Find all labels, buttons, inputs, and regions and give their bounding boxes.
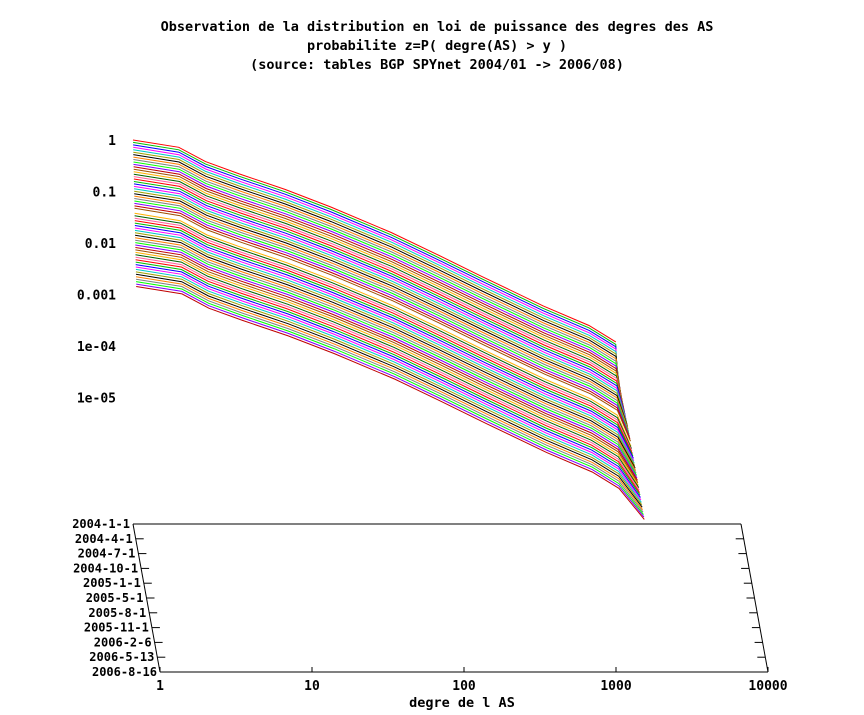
date-tick-label: 2005-11-1 bbox=[84, 621, 149, 635]
series-line bbox=[133, 156, 621, 391]
series-line bbox=[135, 271, 643, 506]
series-line bbox=[134, 198, 630, 432]
z-tick-label: 1e-04 bbox=[77, 340, 116, 355]
series-line bbox=[134, 217, 633, 452]
series-line bbox=[135, 268, 642, 503]
series-line bbox=[133, 159, 621, 393]
date-tick-label: 2004-7-1 bbox=[78, 547, 136, 561]
series-group bbox=[132, 139, 645, 520]
series-line bbox=[134, 227, 635, 462]
z-tick-label: 1 bbox=[108, 134, 116, 149]
x-axis-ticks: 1 10 100 1000 10000 bbox=[156, 667, 788, 694]
x-tick-label: 10000 bbox=[748, 679, 787, 694]
series-line bbox=[133, 151, 620, 386]
x-tick-label: 10 bbox=[304, 679, 320, 694]
z-tick-label: 0.1 bbox=[93, 186, 117, 201]
series-line bbox=[133, 154, 620, 388]
date-tick-label: 2006-2-6 bbox=[94, 635, 152, 649]
x-axis-label: degre de l AS bbox=[409, 695, 515, 711]
title-line-1: Observation de la distribution en loi de… bbox=[161, 19, 714, 35]
series-line bbox=[134, 207, 631, 442]
series-line bbox=[135, 251, 639, 486]
series-line bbox=[133, 146, 618, 381]
series-line bbox=[133, 163, 622, 398]
series-line bbox=[135, 247, 638, 481]
series-line bbox=[134, 222, 634, 457]
z-axis-ticks: 1 0.1 0.01 0.001 1e-04 1e-05 bbox=[77, 134, 116, 407]
series-line bbox=[134, 215, 632, 449]
z-tick-label: 1e-05 bbox=[77, 392, 116, 407]
series-line bbox=[134, 190, 628, 425]
date-tick-label: 2005-5-1 bbox=[86, 591, 144, 605]
series-line bbox=[133, 185, 627, 420]
series-line bbox=[133, 149, 619, 383]
series-line bbox=[135, 256, 640, 491]
date-axis-ticks: 2004-1-12004-4-12004-7-12004-10-12005-1-… bbox=[72, 517, 768, 679]
date-tick-label: 2005-8-1 bbox=[88, 606, 146, 620]
series-line bbox=[133, 183, 626, 417]
series-line bbox=[133, 178, 625, 413]
series-line bbox=[134, 229, 635, 464]
series-line bbox=[134, 202, 630, 437]
series-line bbox=[133, 173, 624, 408]
series-line bbox=[134, 232, 636, 467]
series-line bbox=[133, 181, 626, 415]
series-line bbox=[133, 161, 622, 395]
series-line bbox=[135, 254, 640, 488]
x-tick-label: 1 bbox=[156, 679, 164, 694]
series-line bbox=[133, 144, 618, 378]
series-line bbox=[134, 220, 633, 454]
series-line bbox=[134, 195, 629, 430]
series-line bbox=[135, 239, 637, 474]
title-line-2: probabilite z=P( degre(AS) > y ) bbox=[307, 38, 567, 54]
x-tick-label: 1000 bbox=[600, 679, 631, 694]
series-line bbox=[134, 212, 632, 447]
z-tick-label: 0.01 bbox=[85, 237, 116, 252]
series-line bbox=[136, 278, 644, 513]
series-line bbox=[135, 261, 641, 496]
title-line-3: (source: tables BGP SPYnet 2004/01 -> 20… bbox=[250, 57, 624, 73]
series-line bbox=[133, 141, 617, 376]
date-tick-label: 2004-4-1 bbox=[75, 532, 133, 546]
series-line bbox=[134, 225, 634, 459]
series-line bbox=[133, 168, 623, 403]
date-tick-label: 2004-1-1 bbox=[72, 517, 130, 531]
x-tick-label: 100 bbox=[452, 679, 476, 694]
series-line bbox=[134, 193, 629, 427]
series-line bbox=[136, 283, 645, 518]
floor-axes bbox=[132, 523, 769, 673]
date-tick-label: 2004-10-1 bbox=[73, 561, 138, 575]
series-line bbox=[134, 188, 628, 422]
series-line bbox=[133, 176, 625, 410]
series-line bbox=[135, 242, 638, 476]
series-line bbox=[135, 244, 638, 479]
title: Observation de la distribution en loi de… bbox=[161, 19, 714, 73]
series-line bbox=[135, 273, 643, 508]
series-line bbox=[135, 259, 641, 493]
series-line bbox=[135, 264, 641, 498]
series-line bbox=[133, 171, 624, 405]
series-line bbox=[134, 205, 631, 439]
z-tick-label: 0.001 bbox=[77, 289, 116, 304]
series-line bbox=[136, 286, 645, 520]
date-tick-label: 2005-1-1 bbox=[83, 576, 141, 590]
series-line bbox=[135, 234, 636, 469]
series-line bbox=[135, 266, 642, 501]
series-line bbox=[136, 281, 644, 515]
series-line bbox=[135, 276, 643, 511]
series-line bbox=[135, 237, 637, 471]
series-line bbox=[135, 249, 639, 484]
date-tick-label: 2006-5-13 bbox=[89, 650, 154, 664]
series-line bbox=[133, 166, 623, 400]
series-line bbox=[134, 200, 630, 435]
date-tick-label: 2006-8-16 bbox=[92, 665, 157, 679]
series-line bbox=[132, 139, 617, 343]
